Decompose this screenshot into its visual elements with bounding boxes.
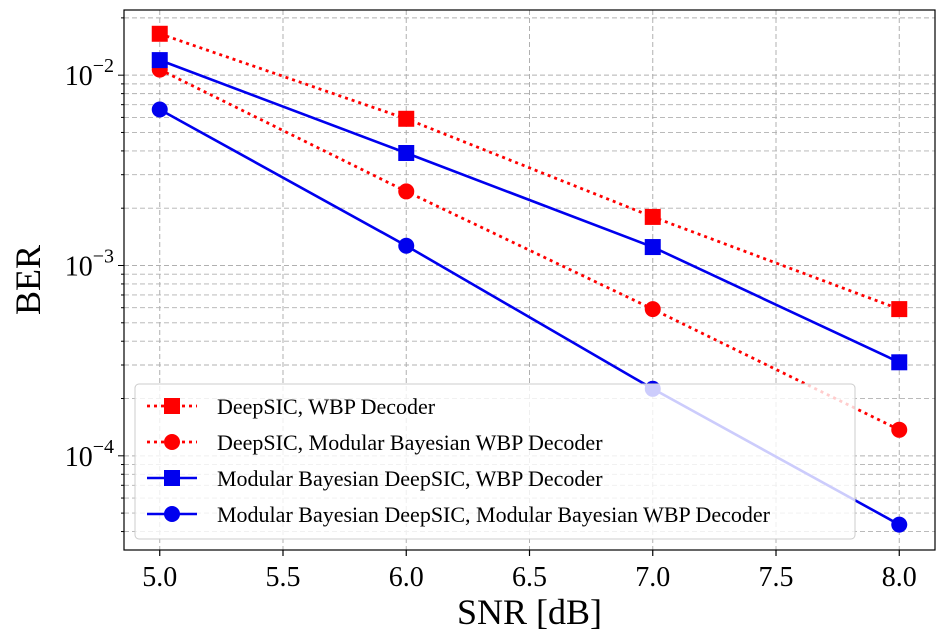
y-axis-title: BER	[8, 245, 48, 315]
data-point	[891, 516, 908, 533]
data-point	[891, 421, 908, 438]
series-line	[159, 58, 900, 364]
legend-box	[134, 383, 856, 540]
data-point	[398, 237, 415, 254]
data-point	[644, 239, 661, 256]
legend-marker	[164, 434, 180, 450]
y-tick-label: 10−4	[65, 436, 114, 473]
x-tick-label: 7.0	[635, 562, 670, 593]
x-axis-ticks: 5.0 5.5 6.0 6.5 7.0 7.5 8.0	[142, 550, 917, 593]
data-point	[398, 145, 415, 162]
legend-entry: Modular Bayesian DeepSIC, WBP Decoder	[147, 466, 603, 491]
legend-label: Modular Bayesian DeepSIC, WBP Decoder	[217, 466, 603, 491]
y-tick-label: 10−2	[65, 55, 114, 92]
data-point	[398, 183, 415, 200]
data-point	[151, 52, 168, 69]
x-tick-label: 5.5	[265, 562, 300, 593]
x-tick-label: 8.0	[882, 562, 917, 593]
x-axis-title: SNR [dB]	[457, 592, 602, 632]
data-point	[644, 301, 661, 318]
legend-marker	[164, 506, 180, 522]
data-point	[644, 208, 661, 225]
legend-label: DeepSIC, Modular Bayesian WBP Decoder	[217, 430, 603, 455]
plot-frame	[123, 9, 936, 551]
legend: DeepSIC, WBP Decoder DeepSIC, Modular Bay…	[134, 383, 856, 540]
data-point	[398, 110, 415, 127]
series-2	[151, 52, 908, 371]
legend-entry: DeepSIC, WBP Decoder	[147, 394, 436, 419]
data-point	[891, 301, 908, 318]
data-point	[151, 101, 168, 118]
y-axis-ticks: 10−2 10−3 10−4	[65, 17, 124, 533]
legend-entry: DeepSIC, Modular Bayesian WBP Decoder	[147, 430, 603, 455]
data-point	[151, 25, 168, 42]
x-tick-label: 6.5	[512, 562, 547, 593]
series-line	[159, 32, 900, 311]
legend-label: Modular Bayesian DeepSIC, Modular Bayesi…	[217, 502, 771, 527]
legend-entry: Modular Bayesian DeepSIC, Modular Bayesi…	[147, 502, 771, 527]
y-tick-label: 10−3	[65, 245, 114, 282]
series-0	[151, 25, 908, 318]
x-tick-label: 7.5	[759, 562, 794, 593]
data-point	[891, 354, 908, 371]
legend-marker	[164, 470, 180, 486]
legend-marker	[164, 398, 180, 414]
x-tick-label: 6.0	[389, 562, 424, 593]
legend-label: DeepSIC, WBP Decoder	[217, 394, 436, 419]
x-tick-label: 5.0	[142, 562, 177, 593]
